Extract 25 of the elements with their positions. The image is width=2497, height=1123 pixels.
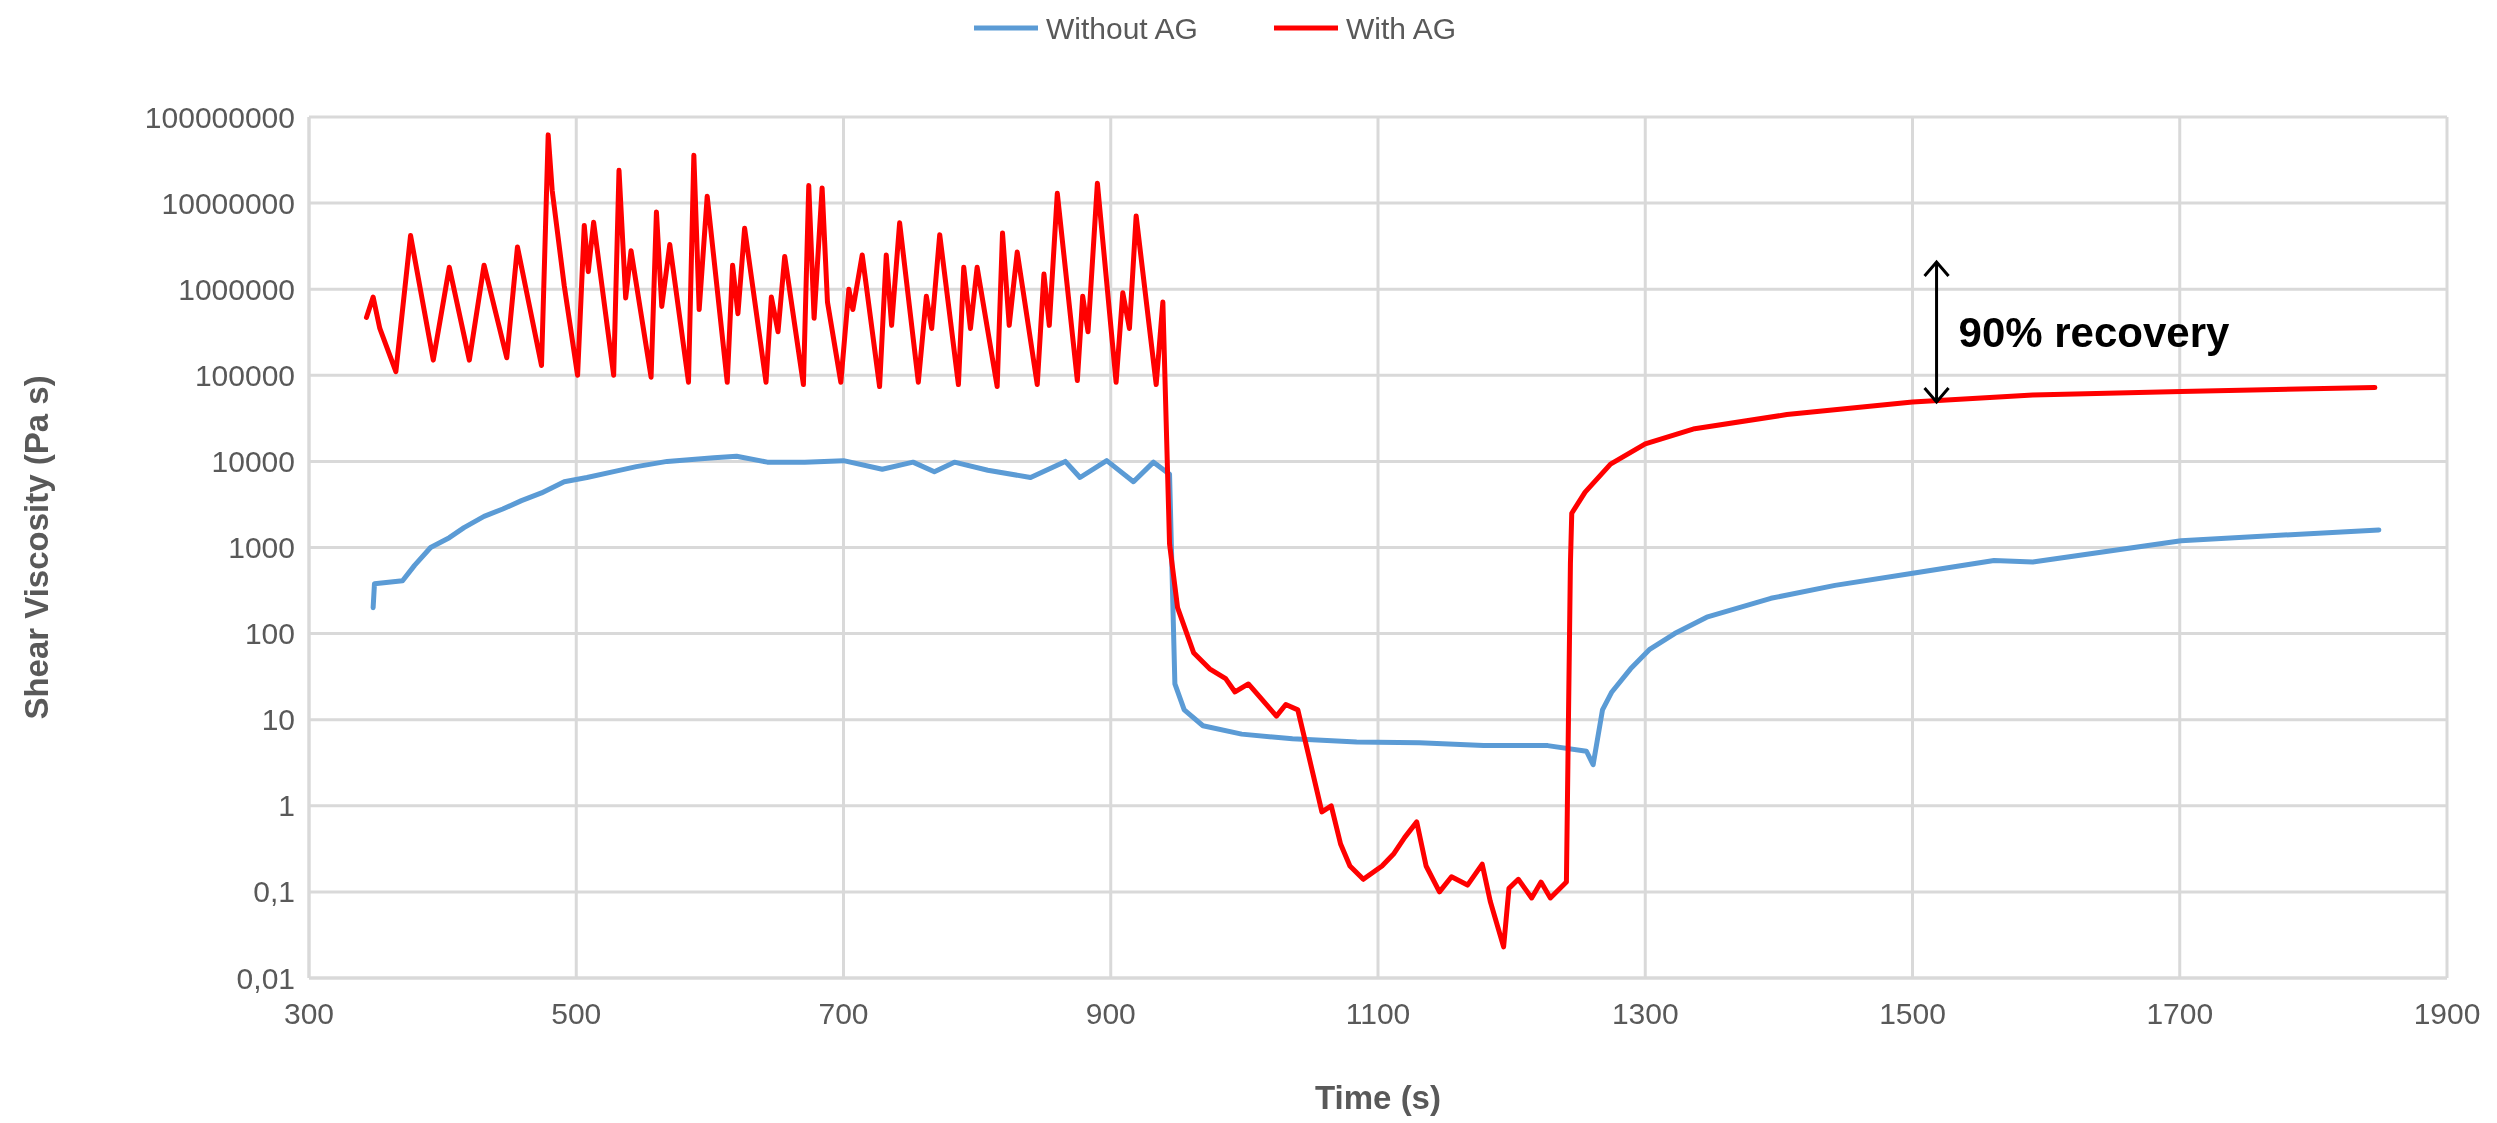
y-tick-label: 1000000 xyxy=(178,272,295,306)
x-tick-label: 700 xyxy=(818,997,869,1030)
y-tick-label: 100000000 xyxy=(144,100,295,134)
y-tick-label: 100000 xyxy=(194,358,295,392)
x-tick-label: 1100 xyxy=(1345,997,1411,1030)
x-axis-title: Time (s) xyxy=(1315,1079,1441,1116)
y-tick-label: 1000 xyxy=(228,531,295,564)
y-tick-label: 10 xyxy=(261,703,295,737)
x-tick-label: 1500 xyxy=(1879,997,1946,1030)
y-axis-title: Shear Viscosity (Pa s) xyxy=(18,375,55,720)
y-tick-label: 10000000 xyxy=(161,186,295,220)
annotation: 90% recovery xyxy=(1958,308,2231,356)
legend-label: With AG xyxy=(1346,11,1457,45)
y-tick-label: 100 xyxy=(244,617,295,651)
y-tick-label: 0,1 xyxy=(253,875,295,909)
x-tick-label: 900 xyxy=(1085,997,1136,1030)
x-tick-label: 1300 xyxy=(1611,997,1679,1030)
x-tick-label: 300 xyxy=(283,997,335,1030)
x-tick-label: 1700 xyxy=(2146,997,2214,1030)
y-tick-label: 0,01 xyxy=(236,961,295,995)
y-tick-label: 10000 xyxy=(211,444,295,478)
x-tick-label: 500 xyxy=(551,997,602,1030)
legend-label: Without AG xyxy=(1046,11,1198,45)
y-tick-label: 1 xyxy=(278,789,295,823)
x-tick-label: 1900 xyxy=(2413,997,2481,1030)
